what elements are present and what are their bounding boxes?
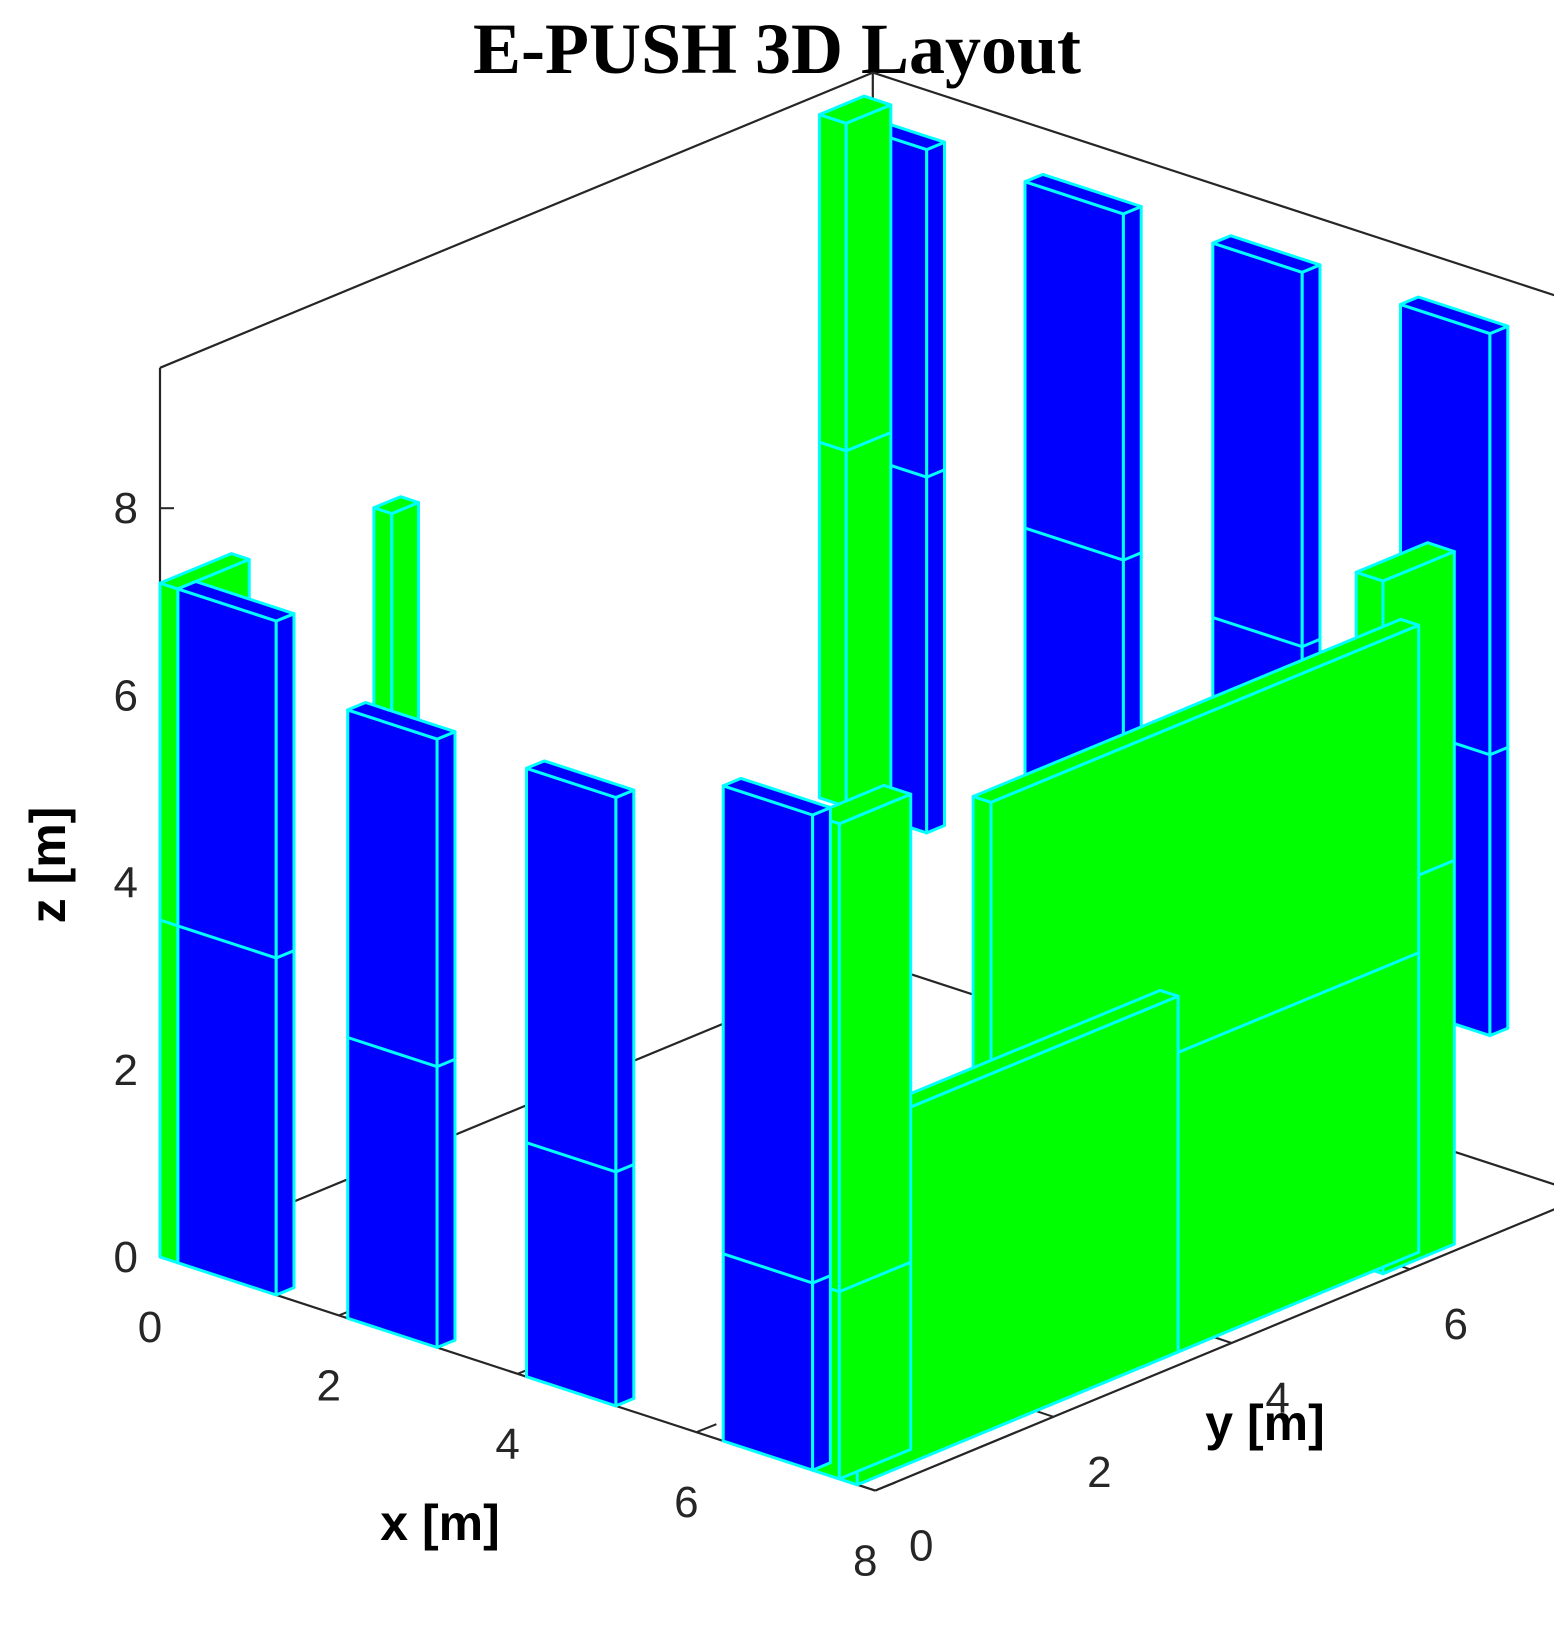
blue-pillar-c-face-right <box>614 788 636 1408</box>
blue-pillar-b <box>346 701 457 1349</box>
top-edge-right <box>872 71 1554 297</box>
blue-pillar-f-segment-line <box>1024 526 1142 562</box>
y-tick-label: 2 <box>1087 1448 1111 1497</box>
green-pillar-a-face-top <box>158 552 251 591</box>
blue-pillar-e-face-right <box>925 140 946 835</box>
z-axis-label: z [m] <box>20 807 76 924</box>
z-tick-label: 2 <box>114 1046 138 1095</box>
tick-labels: 024680246802468 <box>114 484 1469 1586</box>
x-tick <box>874 1481 896 1492</box>
green-pillar-d <box>817 94 893 809</box>
blue-pillar-g-face-top <box>1211 234 1322 274</box>
blue-pillar-d <box>721 776 832 1472</box>
blue-pillar-f <box>1023 172 1143 824</box>
green-pillar-d-face-right <box>844 103 893 809</box>
chart-title: E-PUSH 3D Layout <box>472 9 1082 89</box>
blue-pillar-h-face-top <box>1399 295 1510 336</box>
blue-pillar-d-face-front <box>721 784 815 1472</box>
blue-pillar-a-face-top <box>176 580 296 623</box>
blue-pillar-c-segment-line <box>526 1141 635 1174</box>
blue-pillar-g-segment-line <box>1212 616 1321 649</box>
x-axis-label: x [m] <box>380 1495 499 1551</box>
blue-pillar-f-face-top <box>1023 172 1143 216</box>
blue-pillar-c-face-top <box>525 759 636 799</box>
y-tick-label: 6 <box>1444 1300 1468 1349</box>
blue-pillar-b-face-top <box>346 701 457 741</box>
blue-pillar-b-face-right <box>435 730 457 1349</box>
blue-pillar-b-segment-line <box>347 1036 456 1069</box>
blue-pillar-f-face-front <box>1023 180 1125 824</box>
blue-pillar-d-face-right <box>811 806 832 1472</box>
blue-pillar-a-segment-line <box>177 924 295 960</box>
green-wall-right-face-top <box>971 617 1421 804</box>
green-pillar-e-face-top <box>1354 541 1456 583</box>
blue-pillar-b-face-front <box>346 708 439 1349</box>
y-tick <box>856 1483 876 1492</box>
green-pillar-b-face-top <box>372 495 420 516</box>
blue-pillar-a <box>176 580 296 1297</box>
x-tick-label: 0 <box>138 1303 162 1352</box>
blue-pillar-h-face-right <box>1488 324 1510 1038</box>
blue-pillar-d-face-top <box>721 776 832 817</box>
x-tick-label: 4 <box>495 1420 519 1469</box>
green-pillar-d-segment-line <box>818 431 892 453</box>
y-tick-label: 0 <box>909 1522 933 1571</box>
top-edge-left <box>159 71 874 369</box>
x-tick-label: 2 <box>317 1361 341 1410</box>
x-tick-label: 8 <box>853 1537 877 1586</box>
y-tick <box>1213 1336 1232 1344</box>
blue-pillar-c-face-front <box>525 766 618 1408</box>
z-tick-label: 0 <box>114 1233 138 1282</box>
y-tick <box>1035 1409 1054 1418</box>
y-axis-label: y [m] <box>1205 1395 1324 1451</box>
z-tick-label: 6 <box>114 671 138 720</box>
blue-pillar-d-segment-line <box>722 1252 831 1285</box>
y-tick-label: 4 <box>1265 1374 1289 1423</box>
green-pillar-d-face-front <box>817 113 848 809</box>
green-pillar-c-face-right <box>837 792 913 1481</box>
z-tick-label: 4 <box>114 859 138 908</box>
green-pillar-d-face-top <box>817 94 893 125</box>
x-tick <box>696 1423 717 1434</box>
x-tick-label: 6 <box>674 1478 698 1527</box>
blue-pillar-c <box>525 759 636 1408</box>
z-tick-label: 8 <box>114 484 138 533</box>
blocks-layer <box>158 94 1510 1487</box>
